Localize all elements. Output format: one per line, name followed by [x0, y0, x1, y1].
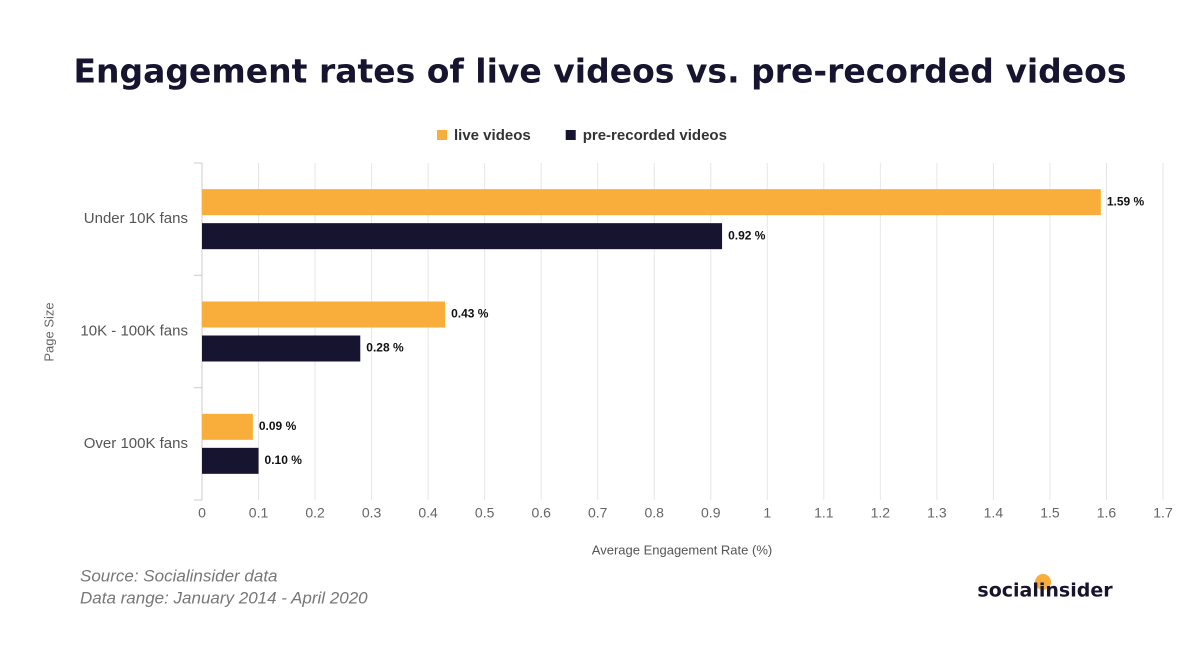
- chart-title: Engagement rates of live videos vs. pre-…: [73, 52, 1126, 91]
- legend-label: pre-recorded videos: [583, 127, 727, 144]
- x-tick-label: 0.6: [531, 505, 551, 521]
- range-note: Data range: January 2014 - April 2020: [80, 588, 368, 607]
- x-tick-label: 0.3: [362, 505, 382, 521]
- legend-swatch: [565, 130, 576, 140]
- value-label: 0.28 %: [366, 341, 404, 355]
- logo: socialinsider: [977, 580, 1113, 602]
- bar: [202, 413, 253, 440]
- bar: [202, 447, 259, 474]
- x-tick-label: 0.1: [249, 505, 269, 521]
- x-tick-label: 1.1: [814, 505, 834, 521]
- source-note: Source: Socialinsider data: [80, 566, 278, 585]
- x-tick-label: 0.2: [305, 505, 325, 521]
- y-tick-label: 10K - 100K fans: [80, 322, 188, 339]
- y-tick-label: Under 10K fans: [84, 210, 188, 227]
- y-tick-label: Over 100K fans: [84, 435, 188, 452]
- x-tick-label: 1: [763, 505, 771, 521]
- legend-label: live videos: [454, 127, 531, 144]
- bar: [202, 301, 446, 328]
- x-tick-label: 1.5: [1040, 505, 1060, 521]
- bar: [202, 223, 723, 250]
- bar: [202, 335, 361, 362]
- bar: [202, 189, 1101, 216]
- x-tick-label: 0: [198, 505, 206, 521]
- x-tick-label: 1.2: [871, 505, 891, 521]
- x-tick-label: 1.6: [1097, 505, 1117, 521]
- value-label: 0.10 %: [265, 453, 303, 467]
- x-tick-label: 1.3: [927, 505, 947, 521]
- x-axis-label: Average Engagement Rate (%): [592, 542, 772, 557]
- value-label: 0.09 %: [259, 419, 297, 433]
- x-tick-label: 0.4: [418, 505, 438, 521]
- value-label: 0.43 %: [451, 307, 489, 321]
- value-label: 1.59 %: [1107, 194, 1145, 208]
- legend-swatch: [437, 130, 447, 140]
- value-label: 0.92 %: [728, 228, 766, 242]
- x-tick-label: 1.4: [984, 505, 1004, 521]
- y-axis-label: Page Size: [41, 302, 56, 361]
- x-tick-label: 0.7: [588, 505, 608, 521]
- x-tick-label: 0.8: [645, 505, 665, 521]
- x-tick-label: 1.7: [1153, 505, 1173, 521]
- logo-dot: [1035, 574, 1051, 590]
- x-tick-label: 0.9: [701, 505, 721, 521]
- x-tick-label: 0.5: [475, 505, 495, 521]
